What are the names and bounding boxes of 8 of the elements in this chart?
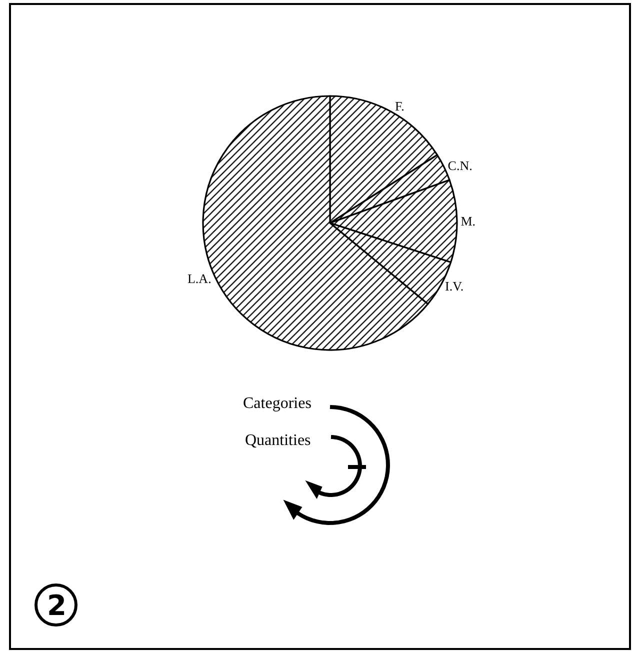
text: 2 [47, 589, 66, 622]
slice-label: M. [460, 214, 476, 229]
text: Quantities [245, 432, 311, 449]
text: Categories [243, 395, 312, 412]
slice-label: F. [394, 98, 404, 114]
slice-label: I.V. [445, 278, 464, 294]
slice-label: C.N. [448, 158, 472, 174]
slice-label: L.A. [187, 270, 212, 286]
